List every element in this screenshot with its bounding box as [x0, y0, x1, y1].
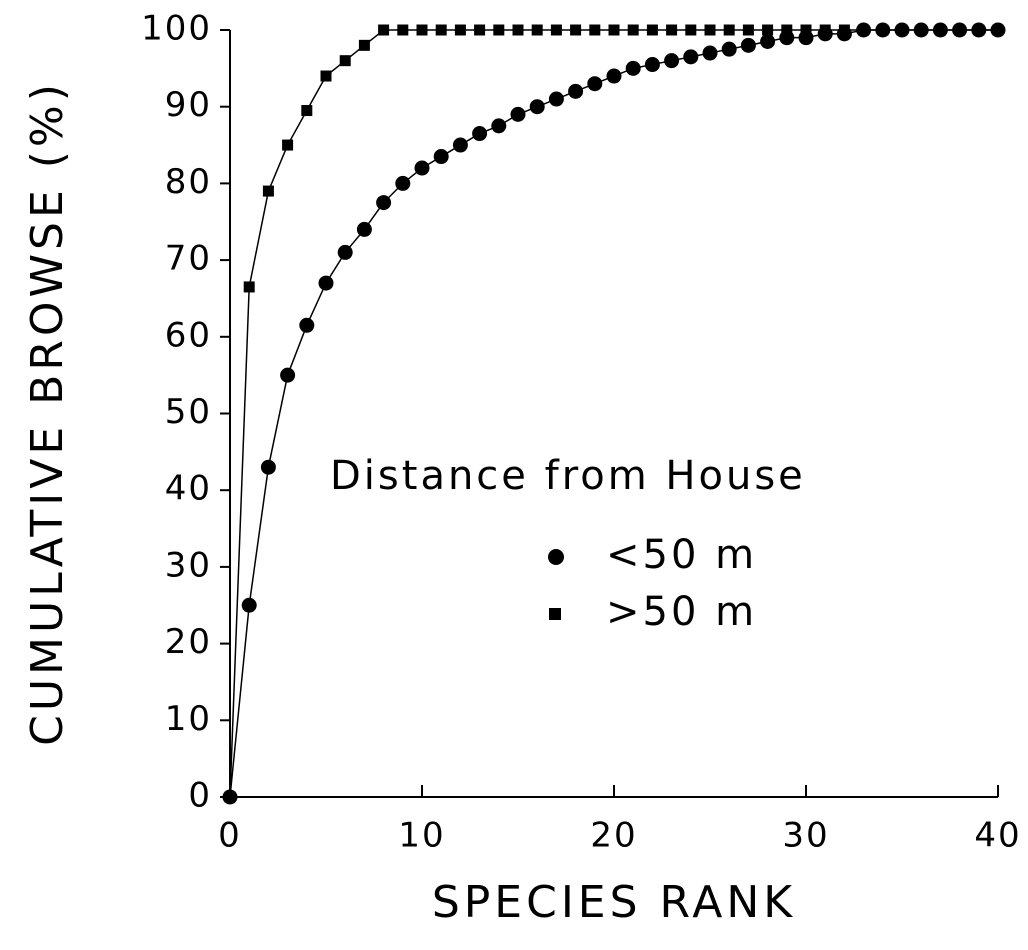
data-point: [973, 24, 985, 36]
legend-label: <50 m: [606, 532, 757, 578]
data-point: [529, 99, 545, 115]
legend-title: Distance from House: [330, 453, 806, 499]
data-point: [608, 24, 620, 36]
y-tick-label: 50: [165, 392, 212, 432]
data-point: [548, 91, 564, 107]
data-point: [510, 106, 526, 122]
data-point: [301, 105, 313, 117]
data-point: [877, 24, 889, 36]
data-point: [723, 24, 735, 36]
data-point: [241, 597, 257, 613]
x-tick-label: 30: [782, 816, 829, 856]
data-point: [702, 45, 718, 61]
x-tick-label: 40: [974, 816, 1021, 856]
data-point: [376, 195, 392, 211]
data-point: [646, 24, 658, 36]
data-point: [414, 160, 430, 176]
data-point: [587, 76, 603, 92]
data-point: [568, 83, 584, 99]
data-point: [625, 60, 641, 76]
data-point: [474, 24, 486, 36]
y-tick-label: 30: [165, 545, 212, 585]
x-axis-title: SPECIES RANK: [432, 877, 796, 928]
series-line: [229, 29, 998, 798]
data-point: [493, 24, 505, 36]
legend-marker: [548, 549, 564, 565]
data-point: [550, 24, 562, 36]
data-point: [358, 39, 370, 51]
data-point: [858, 24, 870, 36]
data-point: [356, 221, 372, 237]
data-point: [666, 24, 678, 36]
data-point: [800, 24, 812, 36]
y-tick-label: 0: [188, 776, 212, 816]
data-point: [435, 24, 447, 36]
data-point: [760, 34, 776, 50]
data-point: [664, 53, 680, 69]
data-point: [954, 24, 966, 36]
data-point: [452, 137, 468, 153]
data-point: [320, 70, 332, 82]
data-point: [606, 68, 622, 84]
data-point: [260, 459, 276, 475]
data-point: [685, 24, 697, 36]
data-point: [243, 281, 255, 293]
data-point: [992, 24, 1004, 36]
data-point: [282, 139, 294, 151]
y-tick-label: 10: [165, 699, 212, 739]
series-line: [229, 29, 998, 798]
x-tick-label: 0: [218, 816, 242, 856]
y-tick-label: 40: [165, 469, 212, 509]
data-point: [337, 244, 353, 260]
data-point: [299, 317, 315, 333]
data-point: [395, 175, 411, 191]
data-point: [683, 49, 699, 65]
y-axis-title: CUMULATIVE BROWSE (%): [22, 80, 73, 746]
data-point: [915, 24, 927, 36]
data-point: [318, 275, 334, 291]
y-tick-label: 60: [165, 315, 212, 355]
data-point: [589, 24, 601, 36]
data-point: [742, 24, 754, 36]
data-point: [740, 37, 756, 53]
y-tick-label: 90: [165, 85, 212, 125]
x-tick-label: 10: [398, 816, 445, 856]
data-point: [512, 24, 524, 36]
data-point: [491, 118, 507, 134]
x-tick-label: 20: [590, 816, 637, 856]
data-point: [224, 791, 236, 803]
data-point: [819, 24, 831, 36]
y-tick-label: 100: [141, 9, 212, 49]
data-point: [570, 24, 582, 36]
data-point: [627, 24, 639, 36]
data-point: [397, 24, 409, 36]
data-point: [762, 24, 774, 36]
data-point: [416, 24, 428, 36]
data-point: [644, 57, 660, 73]
legend-marker: [549, 608, 561, 620]
data-point: [531, 24, 543, 36]
data-point: [721, 41, 737, 57]
data-point: [339, 55, 351, 67]
y-tick-label: 70: [165, 239, 212, 279]
data-point: [838, 24, 850, 36]
data-point: [378, 24, 390, 36]
data-point: [472, 126, 488, 142]
data-point: [262, 185, 274, 197]
data-point: [781, 24, 793, 36]
legend-label: >50 m: [606, 589, 757, 635]
y-tick-label: 80: [165, 162, 212, 202]
data-point: [704, 24, 716, 36]
data-point: [454, 24, 466, 36]
y-tick-label: 20: [165, 622, 212, 662]
data-point: [934, 24, 946, 36]
data-point: [433, 149, 449, 165]
data-point: [280, 367, 296, 383]
data-point: [896, 24, 908, 36]
